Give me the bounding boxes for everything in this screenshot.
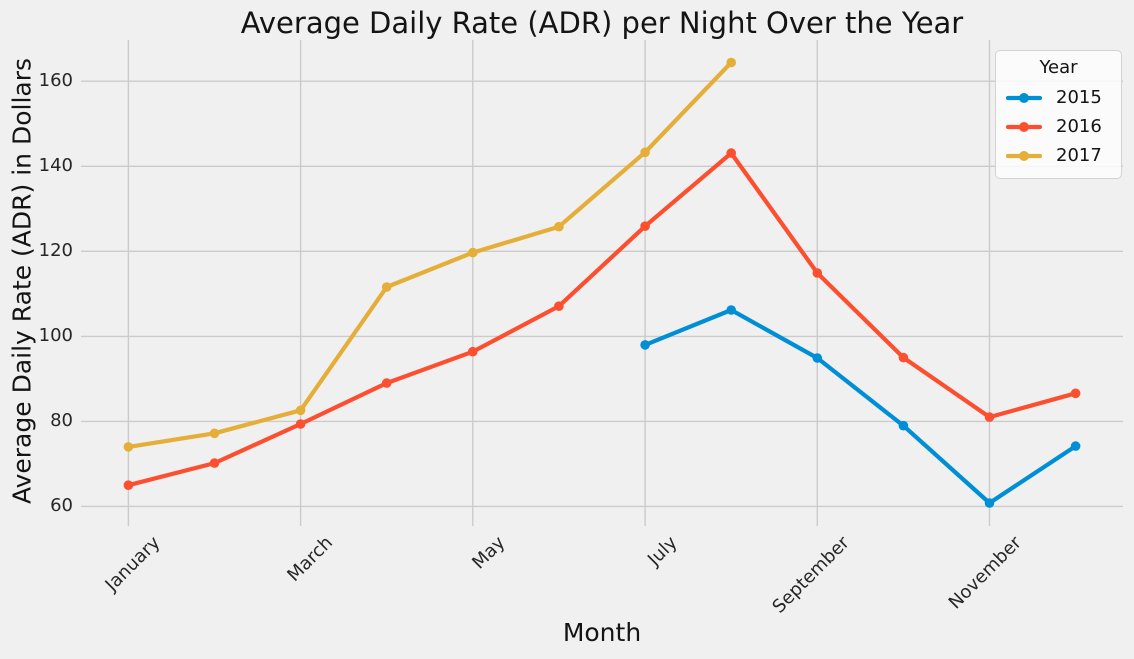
data-point-2015 (898, 420, 909, 431)
data-point-2017 (640, 147, 650, 158)
data-point-2016 (984, 412, 995, 422)
data-point-2017 (468, 247, 478, 258)
data-point-2015 (640, 340, 650, 350)
legend-line-icon (1006, 150, 1042, 161)
legend-entry-label: 2017 (1056, 145, 1102, 166)
data-point-2016 (554, 301, 564, 312)
series-line-2017 (126, 60, 734, 449)
series-line-2015 (643, 307, 1078, 506)
y-tick-label: 120 (38, 240, 73, 262)
y-tick-label: 140 (38, 155, 73, 177)
y-tick-label: 100 (38, 325, 73, 347)
x-axis-label: Month (562, 618, 642, 647)
data-point-2016 (898, 352, 909, 363)
data-point-2016 (209, 458, 220, 468)
data-point-2016 (726, 148, 736, 158)
data-point-2016 (381, 378, 392, 388)
data-point-2017 (123, 442, 134, 452)
legend: Year 2015 2016 2017 (995, 50, 1122, 179)
data-point-2015 (984, 498, 995, 508)
series-line-2016 (126, 151, 1078, 488)
y-axis-label: Average Daily Rate (ADR) in Dollars (7, 57, 37, 505)
legend-title: Year (1039, 57, 1078, 78)
data-point-2016 (1070, 388, 1081, 399)
legend-entries: 2015 2016 2017 (1006, 83, 1111, 170)
data-point-2017 (209, 428, 220, 439)
data-point-2016 (468, 346, 478, 357)
legend-entry-label: 2015 (1056, 87, 1102, 108)
data-point-2017 (381, 282, 392, 292)
data-point-2017 (295, 405, 306, 416)
legend-entry-2015: 2015 (1006, 83, 1111, 112)
y-tick-label: 80 (50, 410, 73, 432)
y-tick-label: 60 (50, 495, 73, 517)
data-point-2015 (1070, 441, 1081, 451)
legend-line-icon (1006, 92, 1042, 103)
data-point-2016 (295, 419, 306, 429)
legend-entry-2016: 2016 (1006, 112, 1111, 141)
data-point-2016 (640, 221, 650, 231)
data-point-2015 (812, 353, 823, 363)
data-point-2017 (554, 221, 564, 232)
data-point-2016 (812, 268, 823, 278)
data-point-2017 (726, 57, 736, 68)
chart-title: Average Daily Rate (ADR) per Night Over … (240, 6, 964, 40)
legend-entry-label: 2016 (1056, 116, 1102, 137)
y-tick-label: 160 (38, 70, 73, 92)
legend-entry-2017: 2017 (1006, 141, 1111, 170)
data-point-2015 (726, 305, 736, 315)
data-point-2016 (123, 480, 134, 491)
legend-line-icon (1006, 121, 1042, 132)
